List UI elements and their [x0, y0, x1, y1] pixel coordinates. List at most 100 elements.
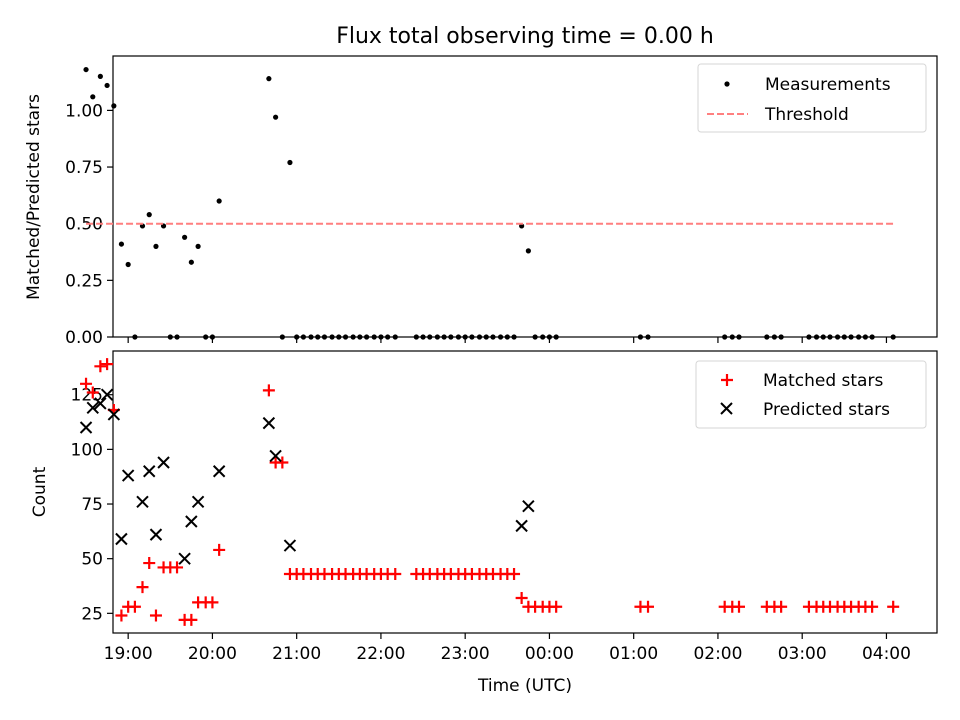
measurements-point [420, 334, 426, 340]
measurements-point [216, 198, 222, 204]
measurements-point [806, 334, 812, 340]
measurements-point [209, 334, 216, 340]
measurements-point [834, 334, 841, 340]
count-legend: Matched stars Predicted stars [695, 360, 927, 429]
matched-stars-point [642, 600, 655, 613]
measurements-point [546, 334, 553, 340]
count-x-axis: 19:00 20:00 21:00 22:00 23:00 00:00 01:00 02:00… [104, 633, 911, 664]
measurements-point [827, 334, 833, 340]
matched-stars-point [171, 561, 184, 574]
measurements-point [315, 334, 321, 340]
x-tick-label: 00:00 [525, 644, 574, 664]
measurements-point [841, 334, 847, 340]
measurements-point [848, 334, 854, 340]
measurements-point [308, 334, 314, 340]
measurements-point [497, 334, 504, 340]
count-legend-box [695, 360, 927, 429]
y-tick-label: 0.25 [65, 271, 103, 291]
y-tick-label: 0.50 [65, 215, 103, 235]
measurements-point [279, 334, 285, 340]
measurements-point [637, 334, 644, 340]
y-tick-label: 25 [81, 604, 103, 624]
predicted-stars-point [283, 539, 297, 552]
measurements-point [856, 334, 862, 340]
predicted-stars-point [149, 528, 163, 541]
y-tick-label: 1.00 [65, 101, 103, 121]
matched-stars-point [115, 609, 128, 622]
measurements-point [813, 334, 820, 340]
x-tick-label: 19:00 [104, 644, 153, 664]
x-tick-label: 22:00 [356, 644, 405, 664]
predicted-stars-point [100, 388, 114, 401]
matched-stars-point [86, 386, 99, 399]
matched-stars-point [866, 600, 879, 613]
x-tick-label: 01:00 [609, 644, 658, 664]
legend-marker-measurements [724, 81, 730, 87]
measurements-point [203, 334, 209, 340]
count-y-axis: 25 50 75 100 125 [71, 386, 113, 624]
legend-label-predicted: Predicted stars [763, 400, 890, 420]
measurements-point [364, 334, 370, 340]
ratio-y-axis: 0.00 0.25 0.50 0.75 1.00 [65, 101, 113, 348]
measurements-point [294, 334, 300, 340]
measurements-point [455, 334, 462, 340]
measurements-point [118, 241, 125, 247]
y-tick-label: 75 [81, 495, 103, 515]
legend-label-matched: Matched stars [763, 371, 883, 391]
measurements-point [427, 334, 433, 340]
measurements-point [146, 212, 152, 218]
measurements-point [188, 259, 194, 265]
measurements-point [83, 66, 89, 73]
predicted-stars-point [262, 416, 276, 430]
y-tick-label: 50 [81, 550, 103, 570]
ratio-axes-frame [112, 55, 938, 338]
measurements-point [342, 334, 349, 340]
measurements-point [645, 334, 651, 340]
count-panel: 25 50 75 100 125 19:00 20:00 21:00 22:00 23:00 00… [30, 350, 938, 696]
matched-stars-point [389, 567, 402, 580]
ratio-legend-box [697, 63, 927, 133]
measurements-point [125, 261, 131, 268]
measurements-point [722, 334, 728, 340]
x-tick-label: 23:00 [441, 644, 490, 664]
y-tick-label: 100 [71, 440, 103, 460]
measurements-point [504, 334, 510, 340]
measurements-point [350, 334, 356, 340]
y-tick-label: 0.00 [65, 328, 103, 348]
measurements-point [525, 248, 531, 254]
measurements-point [329, 334, 335, 340]
ratio-plot-area [83, 66, 896, 340]
measurements-point [371, 334, 377, 340]
measurements-point [97, 73, 103, 79]
matched-stars-point [128, 600, 141, 613]
predicted-stars-point [269, 449, 282, 463]
matched-stars-point [887, 600, 900, 613]
measurements-point [736, 334, 742, 340]
measurements-point [321, 334, 328, 340]
x-axis-label: Time (UTC) [477, 676, 572, 696]
x-tick-label: 04:00 [862, 644, 911, 664]
matched-stars-point [206, 596, 219, 609]
measurements-point [357, 334, 363, 340]
measurements-point [476, 334, 483, 340]
matched-stars-point [508, 567, 521, 580]
predicted-stars-point [136, 495, 149, 509]
matched-stars-point [136, 581, 149, 594]
measurements-point [778, 334, 784, 340]
measurements-point [385, 334, 391, 340]
measurements-point [540, 334, 546, 340]
predicted-stars-point [121, 469, 135, 482]
measurements-point [441, 334, 447, 340]
matched-stars-point [143, 557, 156, 570]
measurements-point [862, 334, 868, 340]
measurements-point [104, 82, 110, 89]
measurements-point [287, 159, 293, 166]
measurements-point [153, 243, 159, 249]
matched-stars-point [185, 613, 198, 626]
matched-stars-point [149, 609, 162, 622]
predicted-stars-point [115, 532, 128, 546]
measurements-point [111, 103, 117, 109]
predicted-stars-point [515, 519, 528, 533]
measurements-point [771, 334, 777, 340]
matched-stars-point [80, 377, 93, 390]
